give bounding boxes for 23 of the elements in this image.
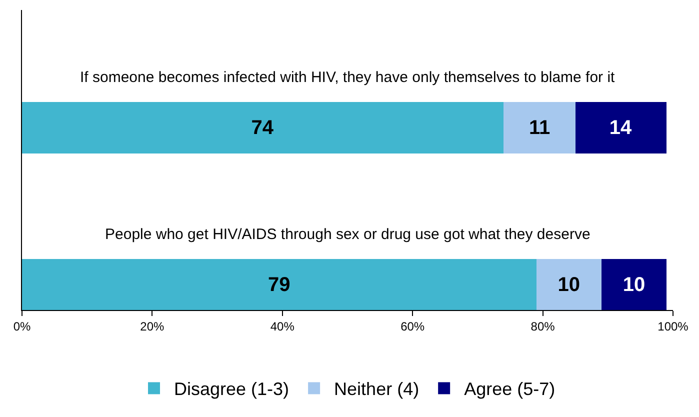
legend-label: Disagree (1-3) bbox=[174, 379, 290, 400]
data-label: 79 bbox=[268, 274, 290, 296]
bar bbox=[22, 258, 536, 310]
bar bbox=[575, 102, 666, 154]
data-label: 14 bbox=[609, 116, 632, 139]
data-label: 11 bbox=[528, 116, 550, 139]
bar bbox=[601, 258, 666, 310]
y-tick-label: If someone becomes infected with HIV, they have only themselves to blame for it bbox=[80, 69, 616, 86]
x-tick-label: 20% bbox=[140, 319, 165, 334]
x-tick-label: 80% bbox=[530, 319, 556, 334]
bar bbox=[22, 102, 504, 154]
bar bbox=[504, 102, 576, 154]
data-label: 74 bbox=[251, 116, 274, 139]
legend-label: Neither (4) bbox=[334, 379, 420, 400]
legend-label: Agree (5-7) bbox=[464, 379, 556, 400]
data-label: 10 bbox=[622, 274, 646, 296]
x-tick-label: 40% bbox=[270, 319, 295, 334]
x-tick-label: 60% bbox=[400, 319, 425, 334]
data-label: 10 bbox=[558, 274, 580, 296]
x-tick-label: 0% bbox=[13, 319, 31, 334]
x-tick-label: 100% bbox=[658, 319, 689, 334]
bar bbox=[536, 258, 602, 310]
y-tick-label: People who get HIV/AIDS through sex or drug use got what they deserve bbox=[105, 226, 590, 243]
